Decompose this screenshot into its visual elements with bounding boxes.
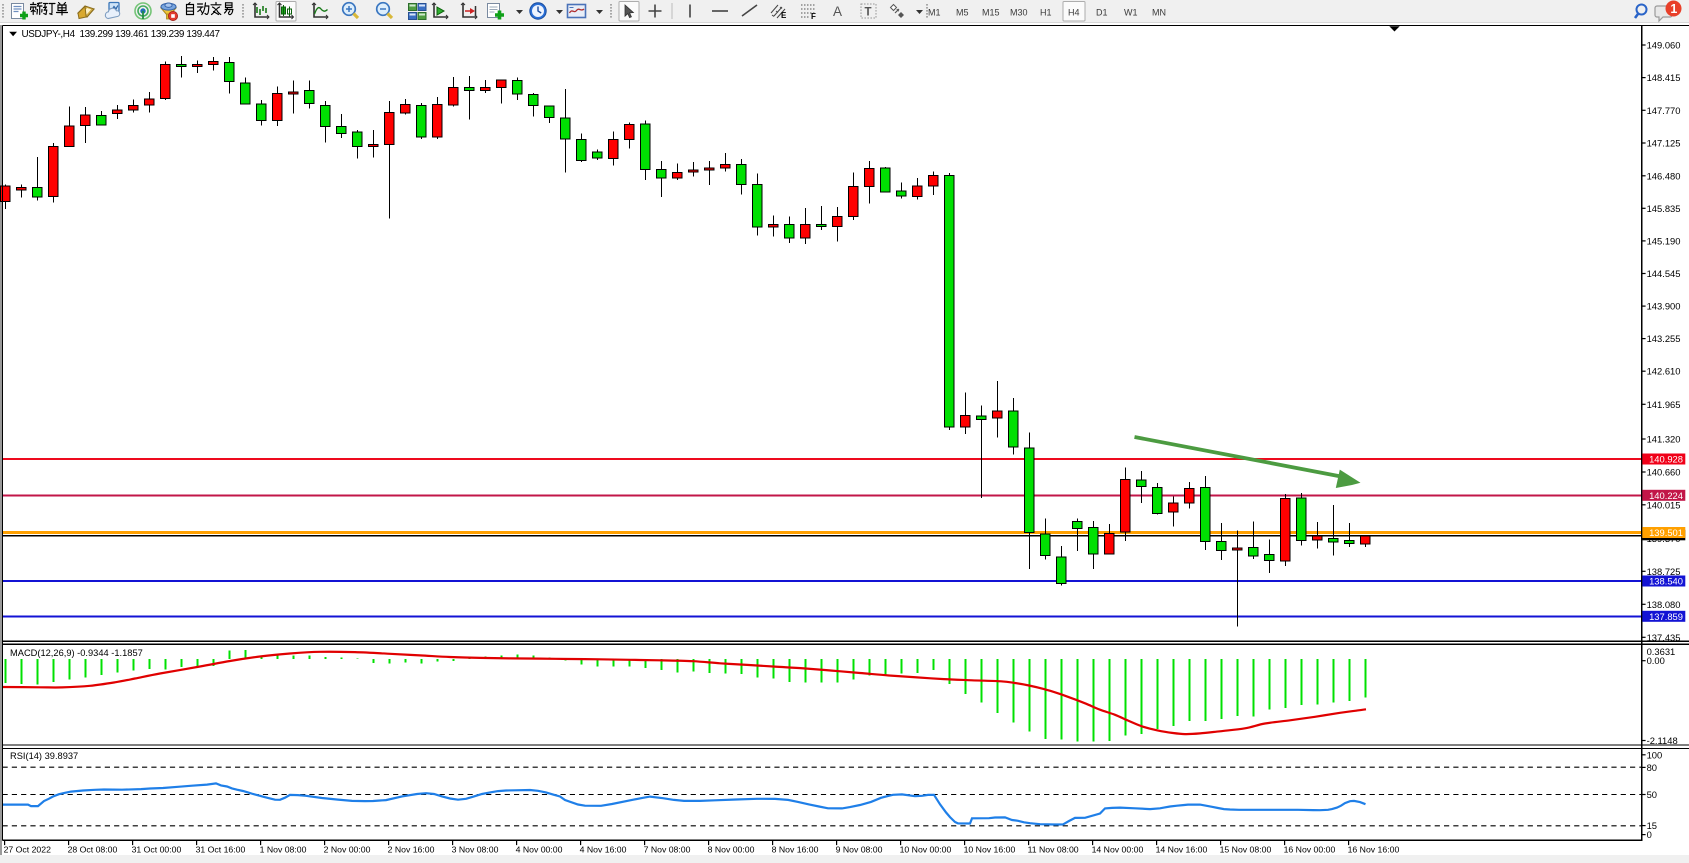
svg-text:146.480: 146.480 [1647,170,1681,181]
svg-text:141.320: 141.320 [1647,434,1681,445]
svg-text:140.928: 140.928 [1649,454,1683,465]
svg-text:143.900: 143.900 [1647,301,1681,312]
svg-text:H1: H1 [1040,8,1052,18]
svg-text:M15: M15 [982,8,1000,18]
svg-text:9 Nov 08:00: 9 Nov 08:00 [836,845,883,855]
svg-text:1: 1 [1670,2,1677,16]
svg-text:27 Oct 2022: 27 Oct 2022 [4,845,52,855]
svg-text:31 Oct 00:00: 31 Oct 00:00 [132,845,182,855]
svg-text:80: 80 [1647,762,1657,773]
svg-text:7 Nov 08:00: 7 Nov 08:00 [644,845,691,855]
svg-text:145.190: 145.190 [1647,235,1681,246]
svg-text:15 Nov 08:00: 15 Nov 08:00 [1220,845,1272,855]
svg-text:0.3631: 0.3631 [1647,646,1676,657]
svg-text:16 Nov 16:00: 16 Nov 16:00 [1348,845,1400,855]
svg-text:147.125: 147.125 [1647,138,1681,149]
svg-text:149.060: 149.060 [1647,40,1681,51]
svg-text:14 Nov 16:00: 14 Nov 16:00 [1156,845,1208,855]
svg-text:8 Nov 16:00: 8 Nov 16:00 [772,845,819,855]
svg-text:143.255: 143.255 [1647,333,1681,344]
svg-text:3 Nov 08:00: 3 Nov 08:00 [452,845,499,855]
svg-text:138.540: 138.540 [1649,576,1683,587]
svg-text:137.859: 137.859 [1649,611,1683,622]
svg-text:148.415: 148.415 [1647,72,1681,83]
svg-text:100: 100 [1647,749,1663,760]
svg-text:138.080: 138.080 [1647,599,1681,610]
svg-text:E: E [781,11,787,20]
svg-text:14 Nov 00:00: 14 Nov 00:00 [1092,845,1144,855]
svg-text:0.00: 0.00 [1647,655,1665,666]
svg-text:140.660: 140.660 [1647,467,1681,478]
svg-text:MN: MN [1152,8,1166,18]
svg-text:RSI(14) 39.8937: RSI(14) 39.8937 [10,751,78,761]
svg-text:138.725: 138.725 [1647,566,1681,577]
svg-text:15: 15 [1647,820,1657,831]
svg-text:147.770: 147.770 [1647,105,1681,116]
svg-text:M5: M5 [956,8,969,18]
svg-text:2 Nov 16:00: 2 Nov 16:00 [388,845,435,855]
svg-text:50: 50 [1647,789,1657,800]
svg-text:16 Nov 00:00: 16 Nov 00:00 [1284,845,1336,855]
svg-text:140.015: 140.015 [1647,499,1681,510]
svg-text:2 Nov 00:00: 2 Nov 00:00 [324,845,371,855]
svg-text:MACD(12,26,9) -0.9344 -1.1857: MACD(12,26,9) -0.9344 -1.1857 [10,648,143,658]
svg-text:M1: M1 [928,8,941,18]
svg-text:-2.1148: -2.1148 [1647,735,1678,746]
svg-text:10 Nov 16:00: 10 Nov 16:00 [964,845,1016,855]
svg-text:144.545: 144.545 [1647,268,1681,279]
svg-text:M30: M30 [1010,8,1028,18]
svg-text:139.501: 139.501 [1649,527,1683,538]
svg-text:31 Oct 16:00: 31 Oct 16:00 [196,845,246,855]
svg-text:140.224: 140.224 [1649,490,1683,501]
svg-text:W1: W1 [1124,8,1138,18]
svg-text:USDJPY-,H4 139.299 139.461 13: USDJPY-,H4 139.299 139.461 139.239 139.4… [22,29,220,40]
svg-text:F: F [811,12,816,21]
svg-text:141.965: 141.965 [1647,399,1681,410]
svg-text:A: A [833,4,842,19]
svg-text:0: 0 [1647,829,1652,840]
svg-text:1 Nov 08:00: 1 Nov 08:00 [260,845,307,855]
svg-text:4 Nov 00:00: 4 Nov 00:00 [516,845,563,855]
svg-text:28 Oct 08:00: 28 Oct 08:00 [68,845,118,855]
svg-text:145.835: 145.835 [1647,203,1681,214]
svg-text:H4: H4 [1068,8,1080,18]
svg-text:11 Nov 08:00: 11 Nov 08:00 [1028,845,1079,855]
svg-text:D1: D1 [1096,8,1108,18]
svg-text:8 Nov 00:00: 8 Nov 00:00 [708,845,755,855]
svg-text:142.610: 142.610 [1647,366,1681,377]
svg-text:137.435: 137.435 [1647,632,1681,643]
svg-text:10 Nov 00:00: 10 Nov 00:00 [900,845,952,855]
svg-text:T: T [865,7,872,19]
svg-text:4 Nov 16:00: 4 Nov 16:00 [580,845,627,855]
